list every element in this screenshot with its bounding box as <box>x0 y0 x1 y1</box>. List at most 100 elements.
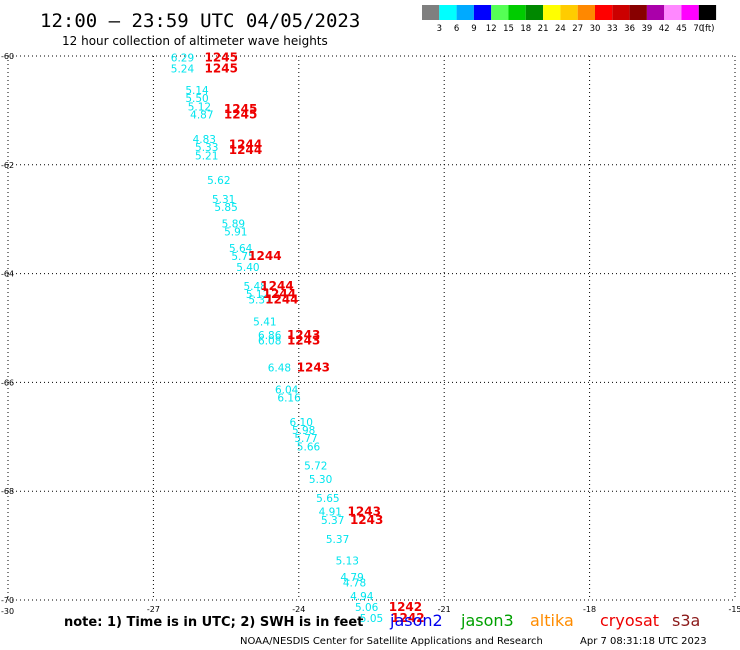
map-title: 12:00 – 23:59 UTC 04/05/2023 <box>40 10 360 32</box>
satellite-legend-jason3: jason3 <box>460 611 514 630</box>
colorbar-swatch <box>664 5 682 20</box>
swh-label: 5.30 <box>309 474 332 486</box>
footer-timestamp: Apr 7 08:31:18 UTC 2023 <box>580 636 707 647</box>
swh-label: 5.85 <box>214 202 237 214</box>
colorbar-swatch <box>612 5 630 20</box>
swh-label: 5.13 <box>336 556 359 568</box>
swh-label: 5.41 <box>253 316 276 328</box>
time-label: 1244 <box>265 293 298 307</box>
swh-label: 5.89 <box>222 218 245 230</box>
colorbar-label: 3 <box>437 24 442 34</box>
colorbar-swatch <box>439 5 457 20</box>
time-label: 1245 <box>224 108 257 122</box>
swh-label: 5.21 <box>195 150 218 162</box>
colorbar-swatch <box>491 5 509 20</box>
swh-label: 5.37 <box>248 295 271 307</box>
swh-label: 5.24 <box>171 63 195 75</box>
colorbar-swatch <box>525 5 544 20</box>
swh-label: 5.37 <box>321 515 344 527</box>
lat-tick-label: -70 <box>1 596 14 605</box>
colorbar-label: 36 <box>624 24 635 34</box>
swh-label: 5.91 <box>224 227 247 239</box>
swh-label: 5.77 <box>294 433 317 445</box>
colorbar-swatch <box>543 5 561 20</box>
swh-label: 5.62 <box>207 175 230 187</box>
lat-tick-label: -64 <box>1 270 14 279</box>
swh-label: 6.16 <box>277 392 301 404</box>
colorbar-swatch <box>422 5 440 20</box>
colorbar-label: 45 <box>676 24 687 34</box>
colorbar-swatch <box>629 5 647 20</box>
lon-tick-label: -24 <box>292 605 305 614</box>
colorbar-swatch <box>560 5 578 20</box>
colorbar-swatch <box>473 5 492 20</box>
footer-note: note: 1) Time is in UTC; 2) SWH is in fe… <box>64 615 363 630</box>
swh-label: 6.10 <box>290 417 313 429</box>
lat-tick-label: -66 <box>1 378 14 387</box>
time-label: 1244 <box>260 279 293 293</box>
colorbar-label: 6 <box>454 24 459 34</box>
swh-label: 4.78 <box>343 577 366 589</box>
swh-label: 4.83 <box>193 134 216 146</box>
swh-label: 5.06 <box>355 602 379 614</box>
lat-tick-label: -60 <box>1 52 14 61</box>
time-label: 1243 <box>348 505 381 519</box>
colorbar-label: 70 <box>693 24 704 34</box>
swh-label: 5.14 <box>185 85 209 97</box>
map-tick-labels: -27 -24 -21 -18 -15 -60 -62 -64 -66 -68 -70 -30 <box>1 52 740 616</box>
swh-label: 4.91 <box>319 507 342 519</box>
colorbar-label: 12 <box>486 24 497 34</box>
lat-tick-label: -62 <box>1 161 14 170</box>
time-label: 1242 <box>391 611 424 625</box>
colorbar-label: 15 <box>503 24 514 34</box>
swh-label: 6.48 <box>268 363 291 375</box>
swh-label: 5.72 <box>304 460 327 472</box>
time-label: 1245 <box>205 61 238 75</box>
time-label: 1244 <box>229 143 262 157</box>
satellite-legend: jason2 jason3 altika cryosat s3a <box>389 611 700 630</box>
colorbar-label: 33 <box>607 24 618 34</box>
time-label: 1243 <box>350 513 383 527</box>
swh-label: 5.37 <box>326 534 349 546</box>
time-label: 1242 <box>389 600 422 614</box>
swh-label: 6.29 <box>171 52 194 64</box>
colorbar-label: 39 <box>641 24 652 34</box>
colorbar-swatch <box>508 5 526 20</box>
colorbar-swatch <box>646 5 665 20</box>
colorbar-label: 18 <box>520 24 531 34</box>
colorbar-label: 30 <box>590 24 601 34</box>
swh-label: 5.05 <box>360 613 383 625</box>
swh-label: 5.31 <box>212 194 235 206</box>
colorbar-swatch <box>698 5 717 20</box>
swh-label: 5.33 <box>195 142 218 154</box>
swh-label: 5.66 <box>297 441 321 453</box>
swh-label: 4.94 <box>350 591 374 603</box>
lon-tick-label: -18 <box>583 605 596 614</box>
lon-tick-label: -27 <box>147 605 160 614</box>
satellite-legend-altika: altika <box>530 611 574 630</box>
lon-tick-label: -21 <box>438 605 451 614</box>
map-subtitle: 12 hour collection of altimeter wave hei… <box>62 34 328 48</box>
time-label: 1244 <box>263 287 296 301</box>
footer-credit: NOAA/NESDIS Center for Satellite Applica… <box>240 636 543 647</box>
swh-label: 5.12 <box>246 289 269 301</box>
colorbar-label: 27 <box>572 24 583 34</box>
colorbar-label: 42 <box>659 24 670 34</box>
swh-label: 6.86 <box>258 330 282 342</box>
satellite-legend-cryosat: cryosat <box>600 611 659 630</box>
swh-label: 5.98 <box>292 425 315 437</box>
map-grid <box>7 55 736 601</box>
time-label: 1243 <box>287 328 320 342</box>
swh-label: 5.65 <box>316 493 339 505</box>
swh-label: 5.64 <box>229 243 253 255</box>
swh-label: 5.50 <box>185 93 208 105</box>
colorbar-swatch <box>595 5 613 20</box>
colorbar-swatch <box>577 5 595 20</box>
colorbar-unit: (ft) <box>702 24 715 34</box>
time-label: 1245 <box>224 102 257 116</box>
colorbar-label: 21 <box>538 24 549 34</box>
swh-label: 5.40 <box>236 262 259 274</box>
colorbar-label: 9 <box>471 24 476 34</box>
colorbar-swatch <box>456 5 474 20</box>
